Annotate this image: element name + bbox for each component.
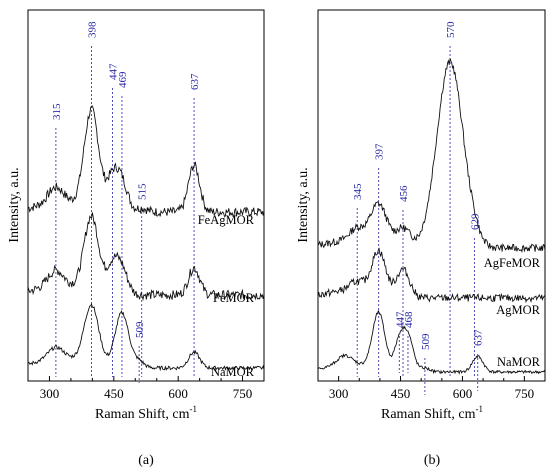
series-label: AgMOR <box>496 303 540 317</box>
x-tick-label: 600 <box>453 386 473 401</box>
spectrum-line <box>317 247 546 304</box>
panel-b-frame <box>317 9 546 382</box>
series-label: FeAgMOR <box>198 213 255 227</box>
peak-label: 515 <box>137 183 149 200</box>
peak-label: 469 <box>117 71 129 88</box>
series-label: FeMOR <box>213 291 255 305</box>
panel-b-x-axis-title: Raman Shift, cm-1 <box>381 404 483 422</box>
peak-label: 637 <box>189 73 201 90</box>
panel-a-y-axis-title: Intensity, a.u. <box>7 167 22 242</box>
spectrum-line <box>27 105 265 218</box>
panel-b-x-ticks: 300 450 600 750 <box>317 376 546 401</box>
peak-label: 468 <box>403 311 415 328</box>
series-label: NaMOR <box>497 355 541 369</box>
panel-b-label: (b) <box>424 453 441 468</box>
panel-b-y-axis-title: Intensity, a.u. <box>296 167 311 242</box>
x-tick-label: 750 <box>515 386 535 401</box>
panel-b-peak-guides <box>356 46 479 395</box>
panel-a-x-axis-title: Raman Shift, cm-1 <box>95 404 197 422</box>
series-label: AgFeMOR <box>484 256 541 270</box>
spectrum-line <box>317 309 546 375</box>
panel-a-frame <box>27 9 265 382</box>
peak-label: 509 <box>420 333 432 350</box>
x-tick-label: 600 <box>168 386 188 401</box>
peak-label: 447 <box>108 63 120 80</box>
panel-a-x-ticks: 300 450 600 750 <box>27 376 265 401</box>
spectrum-line <box>317 58 546 254</box>
panel-b-series-labels: AgFeMOR AgMOR NaMOR <box>484 256 541 369</box>
peak-label: 397 <box>374 143 386 160</box>
peak-label: 315 <box>51 103 63 120</box>
x-tick-label: 750 <box>233 386 253 401</box>
spectrum-line <box>27 212 265 302</box>
x-tick-label: 300 <box>40 386 60 401</box>
series-label: NaMOR <box>211 365 255 379</box>
peak-label: 570 <box>445 21 457 38</box>
peak-label: 447 <box>394 311 406 328</box>
panel-a-label: (a) <box>138 453 154 468</box>
panel-a-series-labels: FeAgMOR FeMOR NaMOR <box>198 213 255 379</box>
panel-b-spectra <box>317 58 546 375</box>
x-tick-label: 300 <box>329 386 349 401</box>
x-tick-label: 450 <box>104 386 124 401</box>
peak-label: 629 <box>469 213 481 230</box>
panel-a-spectra <box>27 105 265 372</box>
peak-label: 398 <box>87 21 99 38</box>
peak-label: 637 <box>473 329 485 346</box>
peak-label: 509 <box>134 321 146 338</box>
panel-a-peak-guides <box>55 46 195 383</box>
x-tick-label: 450 <box>391 386 411 401</box>
spectrum-line <box>27 303 265 372</box>
peak-label: 456 <box>398 185 410 202</box>
peak-label: 345 <box>352 183 364 200</box>
